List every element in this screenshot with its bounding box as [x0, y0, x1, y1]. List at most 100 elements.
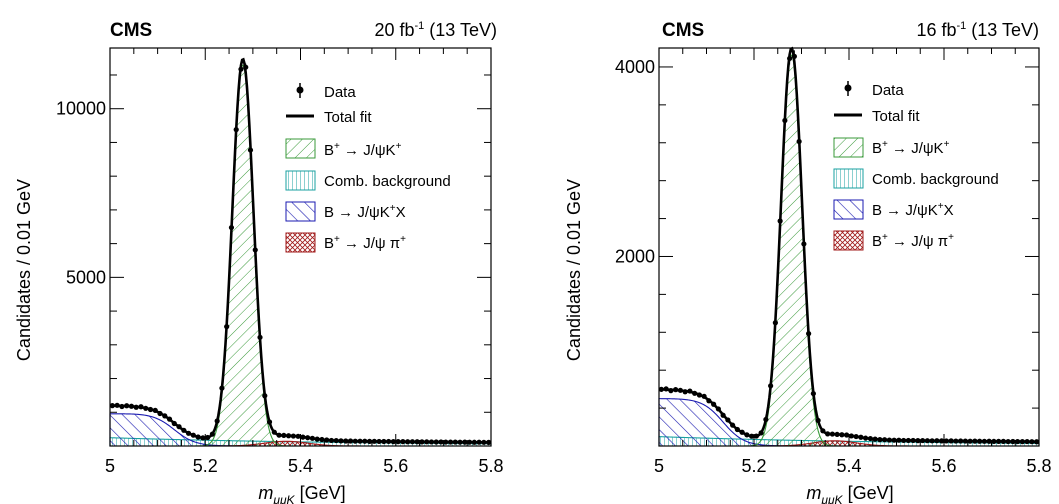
- data-point: [257, 334, 263, 340]
- data-point: [834, 431, 840, 438]
- data-point: [967, 438, 973, 444]
- svg-text:Total fit: Total fit: [872, 108, 920, 125]
- data-point: [276, 432, 282, 438]
- data-point: [319, 436, 325, 443]
- data-point: [744, 432, 750, 438]
- data-point: [400, 439, 406, 445]
- data-point: [457, 439, 463, 445]
- data-point: [185, 430, 192, 436]
- data-point: [371, 438, 377, 444]
- data-point: [428, 439, 435, 445]
- data-point: [238, 66, 244, 72]
- data-point: [443, 439, 449, 445]
- data-point: [252, 247, 258, 253]
- data-point: [1019, 439, 1025, 445]
- data-point: [896, 437, 902, 443]
- legend-entry-pion: B+ → J/ψ π+: [285, 232, 406, 253]
- data-point: [438, 439, 444, 445]
- cms-label: CMS: [110, 20, 152, 41]
- data-point: [1015, 438, 1021, 445]
- data-point: [991, 438, 997, 445]
- y-tick-label: 4000: [615, 57, 655, 77]
- data-point: [205, 434, 211, 441]
- data-point: [815, 417, 821, 424]
- data-point: [424, 439, 430, 445]
- y-tick-label: 10000: [56, 99, 106, 119]
- data-point: [119, 403, 125, 410]
- data-point: [749, 433, 755, 439]
- data-point: [996, 438, 1002, 444]
- legend-entry-fit: Total fit: [286, 109, 372, 126]
- data-point: [734, 426, 740, 433]
- data-point: [677, 387, 683, 393]
- x-tick-label: 5.2: [193, 456, 218, 476]
- data-point: [787, 55, 793, 62]
- data-point: [300, 434, 306, 440]
- data-point: [476, 439, 482, 445]
- data-point: [352, 438, 358, 444]
- legend-entry-comb: Comb. background: [285, 170, 451, 191]
- data-point: [124, 403, 130, 409]
- x-tick-label: 5.2: [741, 456, 766, 476]
- data-point: [228, 224, 235, 231]
- signal-area: [110, 64, 491, 447]
- data-point: [414, 439, 420, 445]
- data-point: [929, 438, 935, 444]
- data-point: [486, 439, 492, 445]
- data-point: [958, 438, 964, 444]
- data-point: [181, 427, 187, 433]
- data-point: [901, 437, 907, 444]
- data-point: [753, 433, 759, 439]
- data-point: [195, 434, 201, 440]
- data-point: [715, 406, 721, 412]
- data-point: [706, 398, 712, 404]
- data-point: [720, 412, 726, 418]
- data-point: [147, 406, 154, 413]
- data-point: [166, 416, 173, 422]
- data-point: [758, 430, 764, 436]
- data-point: [324, 437, 330, 443]
- data-point: [152, 407, 158, 413]
- panel-right: CMS 16 fb-1 (13 TeV) Candidates / 0.01 G…: [564, 20, 1052, 504]
- data-point: [338, 438, 344, 444]
- data-point: [730, 422, 736, 428]
- data-point: [247, 147, 254, 153]
- data-point: [696, 392, 702, 398]
- data-point: [772, 320, 778, 326]
- svg-text:B+ → J/ψK+: B+ → J/ψK+: [872, 139, 950, 157]
- data-point: [328, 437, 335, 444]
- legend-entry-comb: Comb. background: [833, 168, 999, 189]
- x-tick-label: 5.4: [288, 456, 313, 476]
- data-point: [290, 433, 296, 439]
- data-point: [867, 435, 873, 442]
- data-point: [1024, 438, 1030, 445]
- y-axis-title: Candidates / 0.01 GeV: [564, 179, 584, 361]
- data-point: [986, 438, 992, 444]
- data-point: [1005, 438, 1011, 445]
- data-point: [920, 437, 926, 444]
- data-point: [905, 437, 911, 444]
- data-point: [314, 436, 320, 442]
- data-point: [825, 431, 831, 437]
- svg-text:B → J/ψK+X: B → J/ψK+X: [324, 203, 406, 221]
- data-point: [481, 439, 487, 445]
- data-point: [395, 439, 401, 445]
- lumi-label: 16 fb-1 (13 TeV): [916, 20, 1039, 40]
- cms-label: CMS: [662, 20, 704, 41]
- data-point: [977, 438, 983, 444]
- data-point: [943, 438, 949, 444]
- data-point: [768, 383, 774, 389]
- svg-text:B+ → J/ψ π+: B+ → J/ψ π+: [872, 232, 954, 250]
- data-point: [333, 437, 339, 444]
- data-point: [214, 418, 220, 424]
- data-point: [357, 438, 363, 444]
- data-point: [791, 53, 797, 60]
- data-point: [934, 438, 940, 444]
- data-point: [801, 241, 807, 247]
- data-point: [829, 431, 835, 437]
- data-point: [763, 416, 769, 423]
- data-point: [863, 435, 869, 441]
- data-point: [409, 439, 416, 445]
- data-point: [981, 438, 987, 444]
